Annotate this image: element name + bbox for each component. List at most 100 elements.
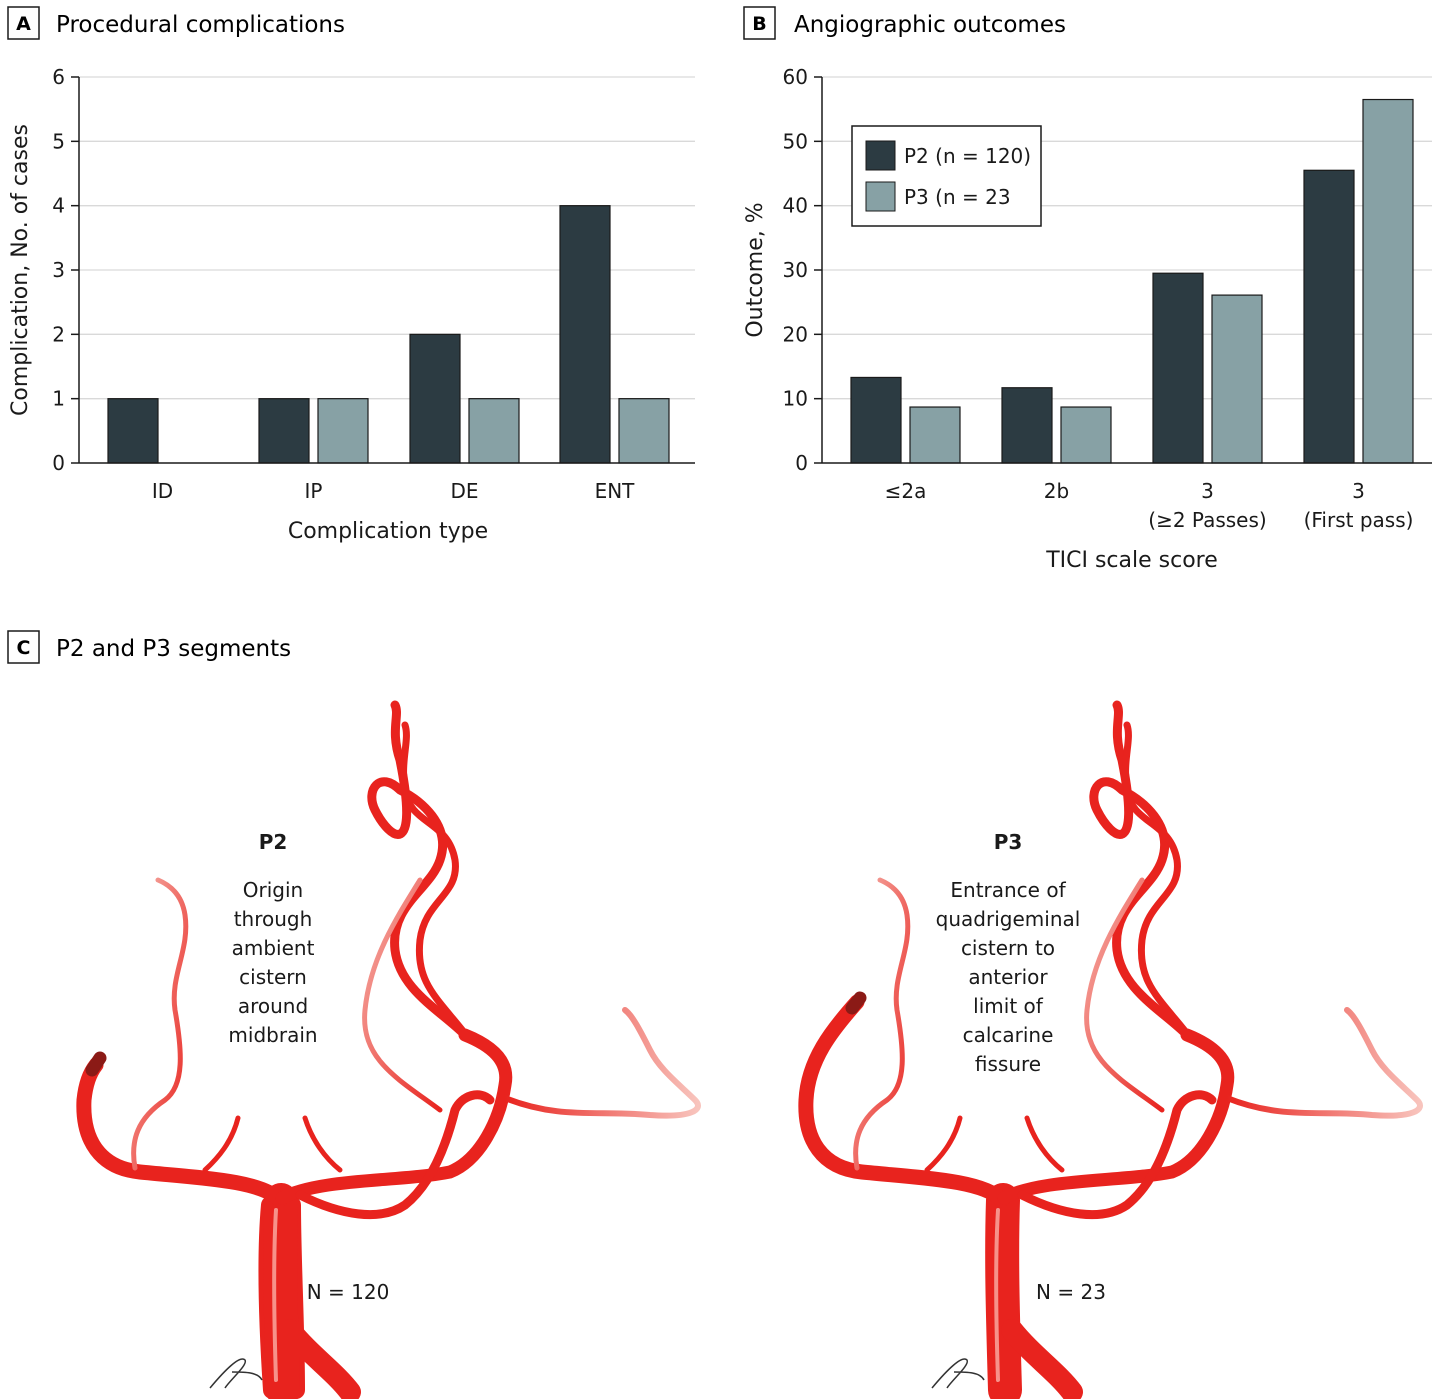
vessel-right-tall-1 [1089,700,1192,1040]
bar-p3 [618,398,670,464]
vessel-left-branch-1 [131,877,189,1171]
chart-a-y-ticks: 0 1 2 3 4 5 6 [52,65,79,475]
x-tick-label: IP [305,479,323,503]
description-line: Entrance of [950,878,1066,902]
bar-p2 [559,205,611,464]
segment-p3-description: Entrance of quadrigeminal cistern to anteri… [936,878,1081,1076]
panel-b-header: B Angiographic outcomes [743,6,1066,40]
panel-c-letter: C [17,637,31,659]
vessel-far-right [502,1007,701,1119]
bar-p3 [317,398,369,464]
bar-p2 [1152,272,1204,464]
chart-a-x-ticks: ID IP DE ENT [152,479,635,503]
legend-label-p2: P2 (n = 120) [904,144,1031,168]
legend-label-p3: P3 (n = 23 [904,185,1011,209]
y-tick-label: 2 [52,322,65,346]
x-tick-label: ENT [595,479,636,503]
description-line: around [238,994,308,1018]
description-line: through [234,907,313,931]
y-tick-label: 0 [795,451,808,475]
artist-signature-p2 [209,1358,263,1389]
chart-a-bars [107,205,670,464]
vessel-left-main [76,1057,288,1208]
legend-swatch-p3 [865,181,896,212]
vessel-trunk-fill [263,1183,300,1399]
x-tick-label: (≥2 Passes) [1148,508,1266,532]
bar-p2 [107,398,159,464]
panel-a-letter-box [7,6,40,40]
y-tick-label: 0 [52,451,65,475]
y-tick-label: 1 [52,387,65,411]
x-tick-label: ID [152,479,173,503]
y-tick-label: 30 [783,258,808,282]
vessel-right-tall-3 [1084,877,1165,1113]
bar-p2 [1303,169,1355,464]
y-tick-label: 3 [52,258,65,282]
description-line: anterior [968,965,1048,989]
x-tick-label: ≤2a [885,479,927,503]
vessel-far-right [1224,1007,1423,1119]
y-tick-label: 4 [52,194,65,218]
vessel-right-lower-loop [1017,1090,1217,1220]
bar-p2 [409,333,461,464]
description-line: calcarine [963,1023,1054,1047]
artist-signature-p3 [931,1358,985,1389]
vessel-right-lower-loop [295,1090,495,1220]
bar-p3 [1362,98,1414,464]
y-tick-label: 50 [783,129,808,153]
bar-p3 [1211,294,1263,464]
panel-c-title: P2 and P3 segments [56,636,291,662]
chart-b-x-axis-label: TICI scale score [1045,548,1218,573]
x-tick-label: 3 [1201,479,1214,503]
description-line: quadrigeminal [936,907,1081,931]
vessel-left-stub-2 [1024,1115,1065,1173]
segment-p2-n: N = 120 [307,1280,390,1304]
vessel-left-tip [85,1051,107,1077]
vessel-right-tall-2 [400,721,474,1044]
vessel-trunk [985,1183,1022,1399]
segment-p3-title: P3 [994,830,1023,854]
y-tick-label: 6 [52,65,65,89]
vessel-right-main [997,1028,1235,1205]
description-line: fissure [975,1052,1041,1076]
vessel-trunk-highlight [272,1208,278,1382]
vessel-trunk-highlight [994,1208,1000,1382]
bar-p2 [258,398,310,464]
y-tick-label: 5 [52,129,65,153]
description-line: limit of [973,994,1044,1018]
vessel-right-tall-3 [362,877,443,1113]
vessel-trunk-right-branch [279,1319,361,1399]
panel-b-letter: B [752,13,766,35]
description-line: cistern to [961,936,1055,960]
chart-b-outcomes: 0 10 20 30 40 50 60 ≤2a 2b 3 (≥2 Passes) 3 (First p… [743,65,1432,573]
chart-b-legend: P2 (n = 120) P3 (n = 23 [851,125,1042,227]
description-line: ambient [232,936,315,960]
vessel-left-branch-1 [853,877,911,1171]
vessel-trunk-right-branch [1001,1319,1083,1399]
chart-b-bars [850,98,1414,464]
panel-b-title: Angiographic outcomes [794,12,1066,38]
y-tick-label: 10 [783,387,808,411]
segment-p2-description: Origin through ambient cistern around midbrai… [228,878,317,1047]
bar-p3 [1060,406,1112,464]
x-tick-label: (First pass) [1304,508,1414,532]
chart-a-complications: 0 1 2 3 4 5 6 ID IP DE ENT Complication type Comp… [8,65,695,544]
panel-c-letter-box [7,630,40,664]
chart-b-y-axis-label: Outcome, % [743,202,768,337]
vessel-left-stub-1 [202,1115,241,1173]
vessel-left-stub-2 [302,1115,343,1173]
panel-a-title: Procedural complications [56,12,345,38]
x-tick-label: DE [450,479,478,503]
bar-p3 [468,398,520,464]
vessel-right-tall-1 [367,700,470,1040]
bar-p2 [1001,387,1053,464]
chart-a-x-axis-label: Complication type [288,519,488,544]
chart-a-y-axis-label: Complication, No. of cases [8,124,33,416]
description-line: midbrain [228,1023,317,1047]
vessel-right-tall-2 [1122,721,1196,1044]
vessel-illustration-p2: P2 Origin through ambient cistern around midb… [76,700,701,1399]
x-tick-label: 2b [1044,479,1069,503]
panel-c-header: C P2 and P3 segments [7,630,291,664]
vessel-left-stub-1 [924,1115,963,1173]
